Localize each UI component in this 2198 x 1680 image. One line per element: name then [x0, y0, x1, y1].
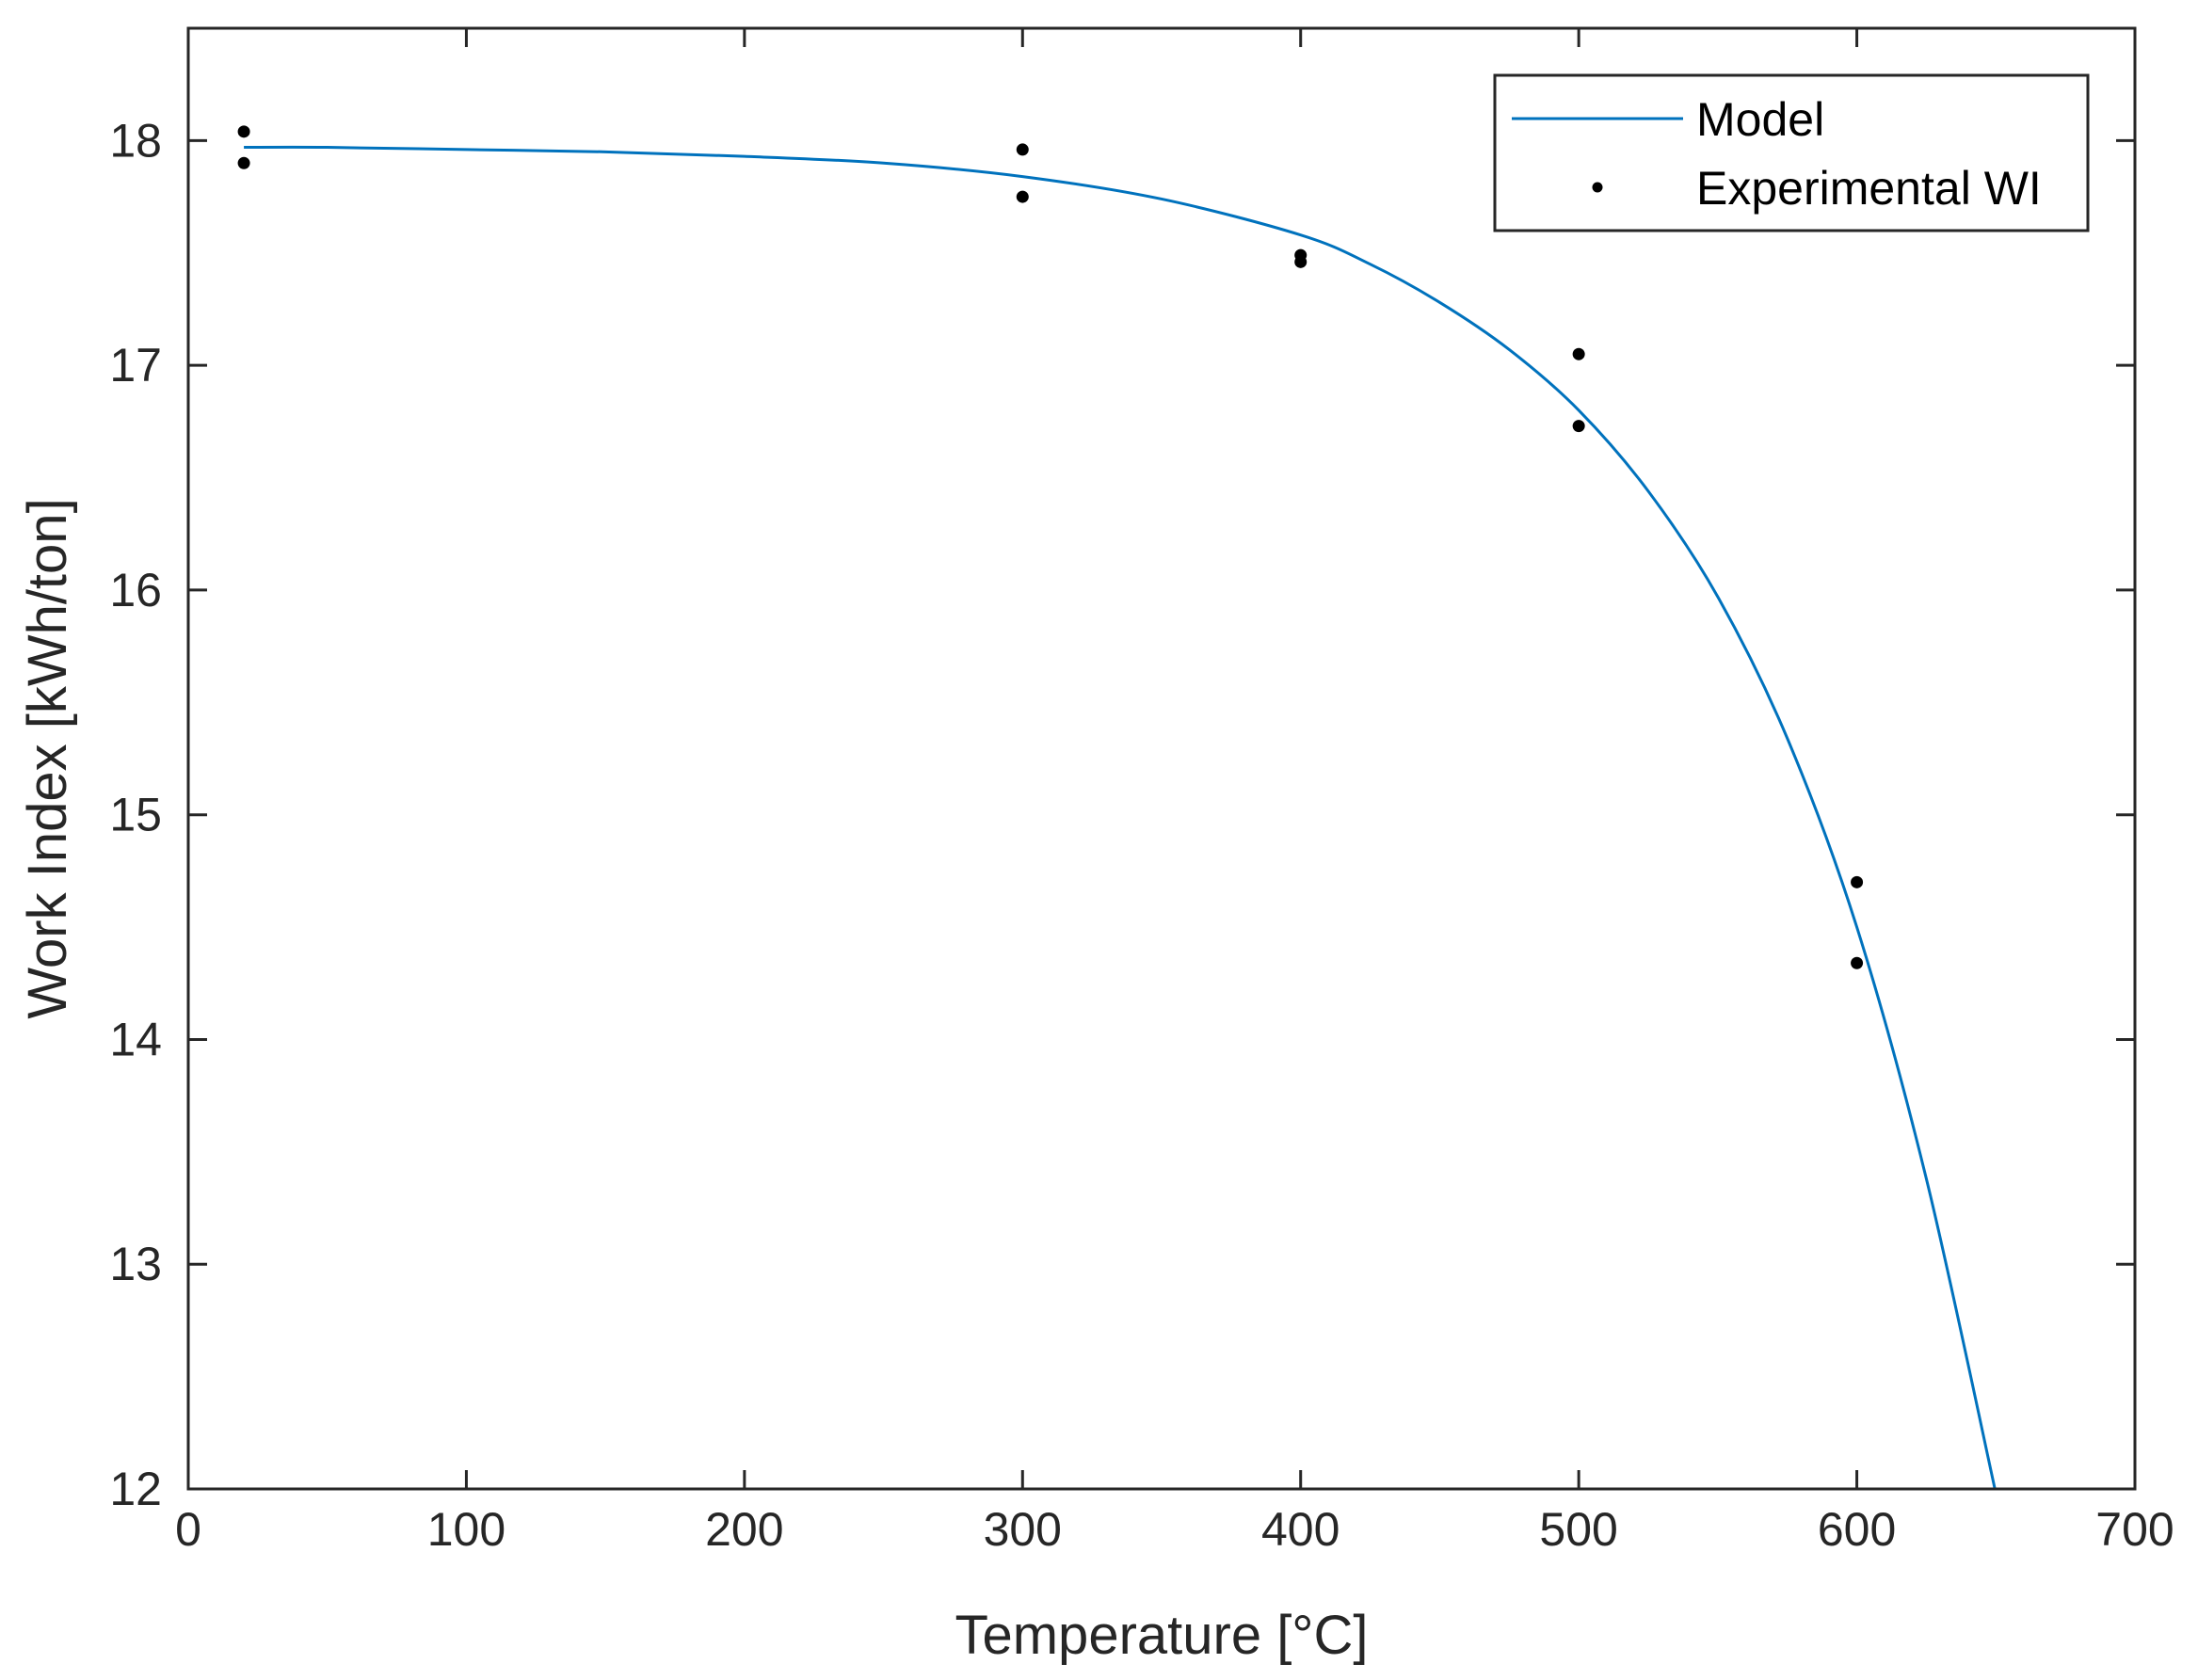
model-line [244, 147, 1996, 1493]
x-tick-label: 400 [1261, 1503, 1340, 1556]
experimental-point [238, 157, 250, 169]
x-axis-title: Temperature [°C] [955, 1605, 1368, 1666]
experimental-point [238, 125, 250, 137]
y-tick-label: 16 [109, 564, 162, 616]
x-tick-label: 100 [427, 1503, 505, 1556]
plot-area [238, 125, 1997, 1493]
x-tick-label: 600 [1818, 1503, 1896, 1556]
legend: Model Experimental WI [1495, 75, 2088, 231]
experimental-point [1573, 348, 1585, 360]
y-axis-title: Work Index [kWh/ton] [17, 498, 78, 1018]
x-tick-label: 500 [1539, 1503, 1617, 1556]
legend-experimental-swatch [1593, 183, 1603, 193]
y-tick-label: 14 [109, 1013, 162, 1065]
y-tick-label: 15 [109, 789, 162, 841]
legend-experimental-label: Experimental WI [1696, 162, 2042, 215]
axes [188, 28, 2135, 1489]
y-axis-ticks: 12 13 14 15 16 17 18 [109, 114, 2135, 1515]
x-tick-label: 700 [2095, 1503, 2174, 1556]
x-tick-label: 300 [984, 1503, 1062, 1556]
legend-model-label: Model [1696, 93, 1824, 146]
y-tick-label: 13 [109, 1238, 162, 1290]
experimental-point [1573, 420, 1585, 432]
experimental-point [1294, 256, 1307, 268]
experimental-point [1851, 876, 1863, 888]
y-tick-label: 12 [109, 1463, 162, 1515]
experimental-point [1017, 143, 1029, 155]
experimental-point [1017, 191, 1029, 203]
x-axis-ticks: 0 100 200 300 400 500 600 700 [175, 28, 2174, 1556]
x-tick-label: 0 [175, 1503, 201, 1556]
experimental-point [1851, 957, 1863, 969]
y-tick-label: 17 [109, 339, 162, 392]
axes-box [188, 28, 2135, 1489]
x-tick-label: 200 [705, 1503, 783, 1556]
y-tick-label: 18 [109, 114, 162, 167]
